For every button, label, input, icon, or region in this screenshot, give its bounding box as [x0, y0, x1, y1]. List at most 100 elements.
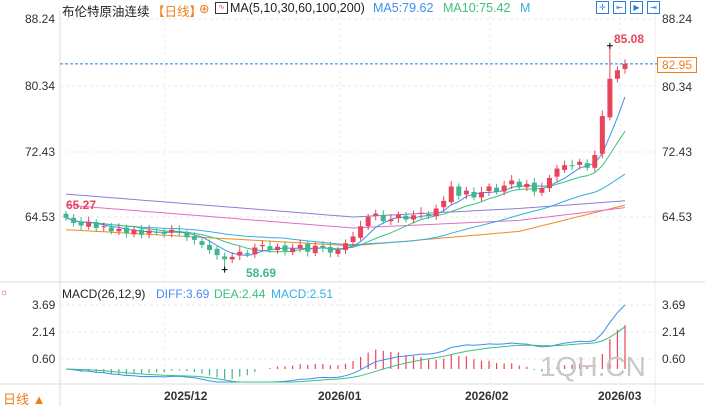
candle-body: [176, 230, 182, 234]
candle-body: [343, 243, 348, 251]
high-annotation: 85.08: [614, 32, 645, 46]
period-label[interactable]: 【日线】: [152, 5, 203, 19]
macd-y-right: 0.60: [662, 352, 686, 366]
x-label: 2026/03: [598, 389, 642, 403]
candle-body: [607, 78, 613, 118]
candle-body: [207, 244, 213, 251]
candle-body: [71, 217, 77, 223]
x-label: 2026/01: [318, 389, 362, 403]
exit-icon[interactable]: ⇥: [647, 1, 660, 14]
candle-body: [191, 236, 197, 240]
crosshair-icon[interactable]: ✛: [596, 1, 609, 14]
candle-body: [154, 231, 160, 233]
candle-body: [327, 247, 333, 253]
macd-y-left: 0.60: [32, 352, 56, 366]
high-marker: [606, 42, 613, 49]
low-marker: [221, 266, 228, 273]
candle-body: [199, 241, 205, 245]
candle-body: [108, 227, 114, 232]
ma-params: MA(5,10,30,60,100,200): [230, 1, 365, 15]
candle-body: [592, 155, 598, 168]
y-label-right: 72.43: [662, 145, 693, 159]
candle-body: [93, 222, 99, 228]
settings-icon[interactable]: ⊕: [199, 2, 210, 16]
candle-body: [358, 226, 364, 238]
indicator-icon[interactable]: ∿: [215, 2, 228, 14]
play-icon[interactable]: ▶: [630, 1, 643, 14]
candle-body: [169, 229, 175, 233]
candle-body: [365, 216, 371, 227]
candle-body: [463, 190, 469, 195]
candle-body: [539, 188, 545, 193]
candle-body: [161, 232, 167, 234]
candle-body: [403, 215, 409, 220]
candle-body: [433, 208, 439, 217]
candle-body: [531, 182, 537, 192]
candle-body: [214, 248, 220, 256]
candle-body: [441, 200, 447, 208]
candle-body: [418, 212, 424, 214]
watermark: 1QH.CN: [540, 351, 646, 382]
instrument-title: 布伦特原油连续: [62, 5, 150, 19]
x-label: 2025/12: [164, 389, 208, 403]
candle-body: [86, 222, 92, 227]
y-label-right: 80.34: [662, 80, 693, 94]
candle-body: [116, 228, 122, 232]
candle-body: [320, 245, 326, 249]
candle-body: [614, 70, 620, 79]
candle-body: [599, 116, 605, 154]
candle-body: [290, 248, 296, 253]
candle-body: [562, 165, 568, 170]
start-annotation: 65.27: [66, 198, 97, 212]
candle-body: [63, 213, 69, 218]
macd-params: MACD(26,12,9): [62, 287, 146, 301]
macd-y-left: 2.14: [32, 325, 56, 339]
candle-body: [335, 250, 341, 254]
period-switch[interactable]: 日线 ▲: [3, 392, 46, 407]
candle-body: [146, 230, 152, 234]
y-label-left: 72.43: [25, 145, 56, 159]
y-label-right: 64.53: [662, 210, 693, 224]
candle-body: [229, 256, 235, 260]
candle-body: [509, 180, 515, 185]
candle-body: [237, 251, 243, 256]
macd-value: MACD:2.51: [271, 287, 334, 301]
dea-line: [65, 326, 626, 383]
candle-body: [494, 187, 500, 192]
candle-body: [448, 186, 454, 203]
ma200-line: [65, 193, 626, 218]
ma-more: M: [520, 1, 531, 15]
candle-body: [222, 256, 228, 260]
candle-body: [486, 186, 492, 192]
candle-body: [395, 214, 401, 219]
candle-body: [259, 244, 265, 247]
candle-body: [305, 243, 311, 252]
candle-body: [471, 191, 477, 198]
candle-body: [282, 245, 288, 251]
candle-body: [501, 185, 507, 192]
low-annotation: 58.69: [246, 266, 277, 280]
candle-body: [123, 227, 129, 234]
candle-body: [131, 229, 137, 235]
candle-body: [456, 186, 462, 196]
candle-body: [584, 163, 590, 168]
range-icon[interactable]: ⇤: [613, 1, 626, 14]
candle-body: [373, 213, 379, 216]
y-label-left: 88.24: [25, 12, 56, 26]
x-label: 2026/02: [465, 389, 509, 403]
macd-settings-icon[interactable]: ☼: [0, 287, 9, 297]
candle-body: [622, 63, 628, 69]
candle-body: [350, 236, 356, 242]
candle-body: [478, 192, 484, 198]
candle-body: [524, 183, 530, 188]
y-label-left: 64.53: [25, 210, 56, 224]
candle-body: [426, 213, 432, 217]
candle-body: [139, 229, 145, 235]
ma100-line: [65, 204, 626, 229]
candle-body: [297, 244, 303, 249]
current-price-tag: 82.95: [657, 57, 698, 73]
candle-body: [516, 181, 522, 188]
candle-body: [546, 177, 552, 189]
candle-body: [312, 245, 318, 254]
